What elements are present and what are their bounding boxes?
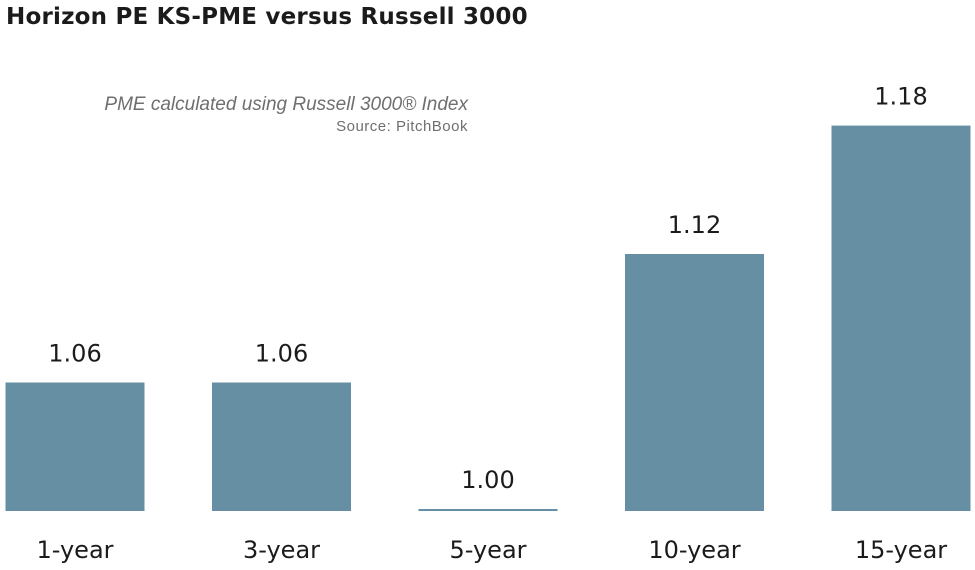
value-label-5-year: 1.00	[461, 466, 514, 494]
value-label-3-year: 1.06	[255, 340, 308, 368]
category-label-3-year: 3-year	[243, 536, 320, 564]
category-labels-layer: 1-year 3-year 5-year 10-year 15-year	[36, 536, 947, 564]
bar-5-year	[418, 509, 558, 511]
bar-1-year	[5, 382, 145, 511]
chart-subtitle: PME calculated using Russell 3000® Index	[104, 94, 468, 115]
value-label-1-year: 1.06	[48, 340, 101, 368]
bar-3-year	[212, 382, 351, 511]
category-label-10-year: 10-year	[648, 536, 740, 564]
bar-15-year	[831, 125, 971, 511]
chart-note: PME calculated using Russell 3000® Index…	[104, 94, 468, 137]
category-label-15-year: 15-year	[855, 536, 947, 564]
value-labels-layer: 1.06 1.06 1.00 1.12 1.18	[48, 83, 927, 494]
category-label-5-year: 5-year	[449, 536, 526, 564]
bars-layer	[5, 125, 971, 511]
bar-10-year	[625, 254, 764, 511]
chart-source: Source: PitchBook	[336, 118, 468, 135]
category-label-1-year: 1-year	[36, 536, 113, 564]
value-label-10-year: 1.12	[668, 211, 721, 239]
chart-title: Horizon PE KS-PME versus Russell 3000	[6, 4, 528, 30]
value-label-15-year: 1.18	[874, 83, 927, 111]
